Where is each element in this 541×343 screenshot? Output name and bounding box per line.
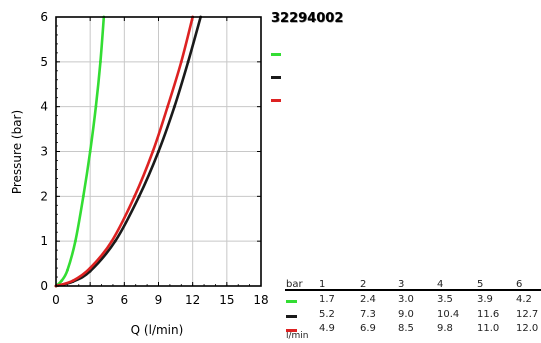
y-tick-label: 2 [40,189,48,203]
x-tick-label: 18 [253,293,268,307]
table-row-swatch [286,315,297,318]
table-cell: 3.5 [437,294,453,305]
table-row-swatch [286,329,297,332]
data-point [88,266,92,270]
y-tick-label: 3 [40,145,48,159]
data-point [81,194,85,198]
table-pressure-header: 1 [319,279,326,290]
table-cell: 7.3 [360,309,376,320]
data-point [179,60,183,64]
table-cell: 12.0 [516,323,539,334]
table-pressure-header: 6 [516,279,523,290]
data-point [99,60,102,64]
x-tick-label: 3 [86,293,94,307]
data-point [186,60,190,64]
x-tick-labels: 0 3 6 9 12 15 18 [52,293,268,307]
table-row-swatch [286,300,297,303]
data-point [137,194,141,198]
data-point [166,105,170,109]
data-point [133,194,136,198]
x-tick-label: 15 [219,293,234,307]
data-point [73,239,77,243]
data-point [157,150,160,153]
table-cell: 10.4 [437,309,460,320]
data-point [113,239,117,243]
table-cell: 3.9 [477,294,493,305]
x-axis-label: Q (l/min) [131,323,184,337]
table-cell: 11.6 [477,309,500,320]
table-cell: 1.7 [319,294,335,305]
x-tick-label: 0 [52,293,60,307]
table-bar-label: bar [286,279,303,290]
y-tick-label: 4 [40,100,48,114]
table-cell: 3.0 [398,294,414,305]
data-point [65,268,69,272]
plot-frame [55,16,262,287]
y-tick-label: 6 [40,10,48,24]
table-cell: 8.5 [398,323,414,334]
data-point [94,105,98,109]
data-point [151,150,155,153]
legend-red-line [271,99,281,102]
table-pressure-header: 4 [437,279,444,290]
table-pressure-header: 3 [398,279,405,290]
x-tick-label: 9 [155,293,163,307]
table-cell: 4.2 [516,294,532,305]
chart-title: 32294002 [271,11,344,26]
table-cell: 6.9 [360,323,376,334]
table-pressure-header: 2 [360,279,367,290]
table-cell: 12.7 [516,309,539,320]
table-pressure-header: 5 [477,279,484,290]
y-tick-label: 5 [40,55,48,69]
x-tick-label: 6 [121,293,129,307]
table-cell: 11.0 [477,323,500,334]
x-tick-label: 12 [185,293,200,307]
y-tick-label: 0 [40,279,48,293]
data-point [71,279,75,283]
legend-black-line [271,76,281,79]
y-tick-labels: 0 1 2 3 4 5 6 [40,10,48,293]
legend-green-line [271,53,281,56]
y-tick-label: 1 [40,234,48,248]
y-axis-label: Pressure (bar) [10,110,24,194]
data-point [173,105,176,109]
table-cell: 5.2 [319,309,335,320]
table-unit-label: l/min [286,331,309,341]
data-point [60,279,64,283]
table-cell: 9.0 [398,309,414,320]
table-cell: 4.9 [319,323,335,334]
table-rule [285,289,541,291]
data-point [88,150,92,153]
table-cell: 2.4 [360,294,376,305]
data-point [110,239,114,243]
table-cell: 9.8 [437,323,453,334]
